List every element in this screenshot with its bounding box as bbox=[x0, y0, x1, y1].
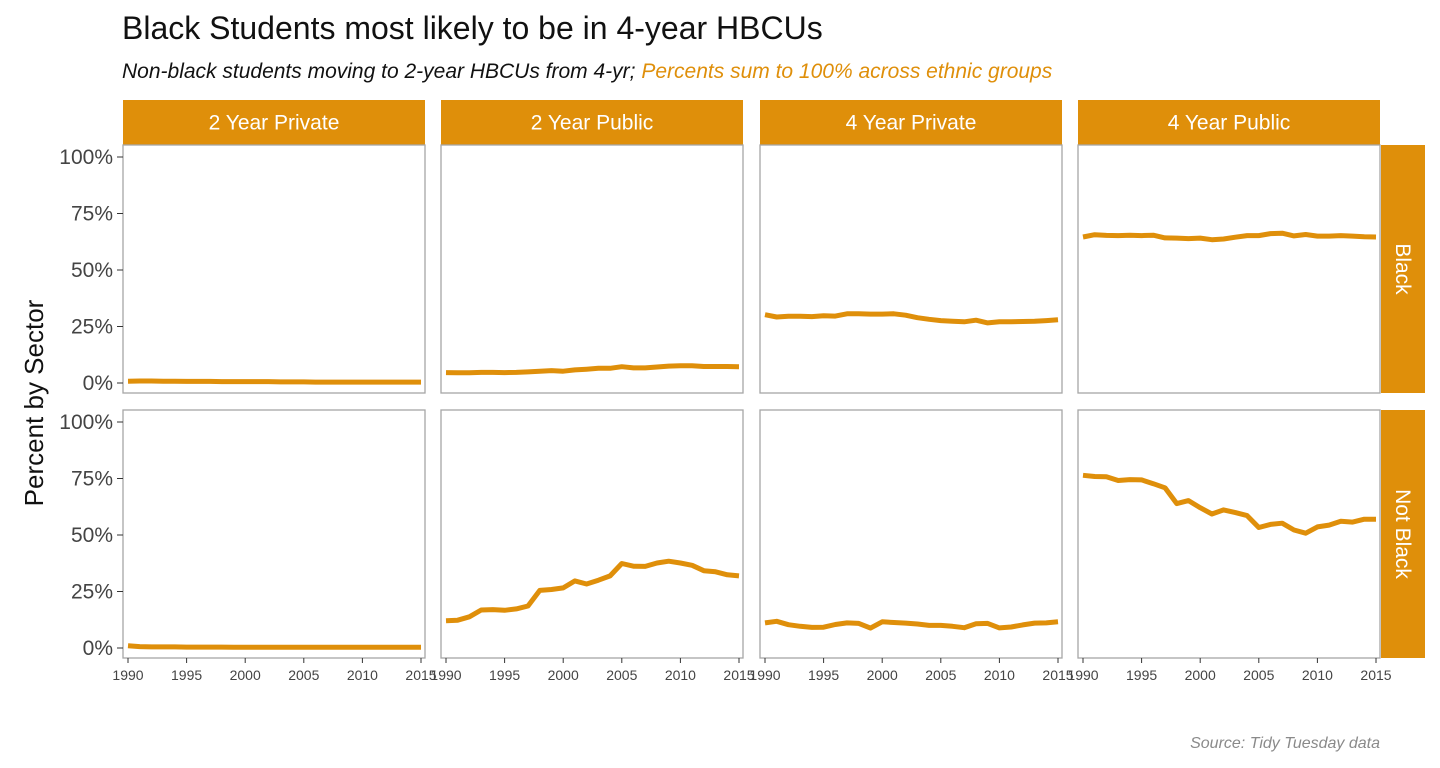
x-tick-label: 2000 bbox=[867, 667, 898, 683]
x-tick-label: 1990 bbox=[112, 667, 143, 683]
chart-caption: Source: Tidy Tuesday data bbox=[1190, 735, 1380, 752]
y-tick-label: 50% bbox=[71, 524, 113, 547]
facet-label-not-black: Not Black bbox=[1391, 489, 1414, 579]
series-line-not-black-2-year-public bbox=[445, 558, 740, 624]
x-tick-label: 2000 bbox=[230, 667, 261, 683]
facet-strip-4-year-private bbox=[760, 100, 1062, 145]
series-line-black-2-year-public bbox=[445, 363, 740, 376]
x-tick-label: 1995 bbox=[489, 667, 520, 683]
subtitle-main: Non-black students moving to 2-year HBCU… bbox=[122, 60, 636, 83]
panel-black-2-year-private bbox=[122, 144, 426, 394]
x-tick-label: 2005 bbox=[1243, 667, 1274, 683]
facet-label-4-year-private: 4 Year Private bbox=[846, 112, 977, 135]
subtitle-highlight: Percents sum to 100% across ethnic group… bbox=[641, 60, 1053, 83]
y-tick-label: 50% bbox=[71, 259, 113, 282]
panel-black-4-year-private bbox=[759, 144, 1063, 394]
x-tick-label: 2005 bbox=[288, 667, 319, 683]
chart-title: Black Students most likely to be in 4-ye… bbox=[122, 10, 823, 46]
facet-strip-4-year-public bbox=[1078, 100, 1380, 145]
facet-label-2-year-public: 2 Year Public bbox=[531, 112, 654, 135]
y-tick-label: 25% bbox=[71, 581, 113, 604]
x-tick-label: 2010 bbox=[665, 667, 696, 683]
series-line-not-black-2-year-private bbox=[127, 643, 421, 650]
series-line-not-black-4-year-private bbox=[764, 618, 1059, 631]
x-tick-label: 1995 bbox=[1126, 667, 1157, 683]
y-tick-label: 75% bbox=[71, 203, 113, 226]
panel-not-black-2-year-public bbox=[440, 409, 744, 659]
panel-not-black-2-year-private bbox=[122, 409, 426, 659]
facet-strip-not-black bbox=[1381, 410, 1425, 658]
y-tick-label: 75% bbox=[71, 468, 113, 491]
series-line-not-black-4-year-public bbox=[1082, 472, 1376, 536]
y-tick-label: 100% bbox=[59, 411, 113, 434]
x-tick-label: 2015 bbox=[723, 667, 754, 683]
x-tick-label: 1990 bbox=[1067, 667, 1098, 683]
panel-black-2-year-public bbox=[440, 144, 744, 394]
y-axis-title: Percent by Sector bbox=[19, 299, 49, 506]
x-tick-label: 2015 bbox=[1042, 667, 1073, 683]
facet-label-4-year-public: 4 Year Public bbox=[1168, 112, 1291, 135]
panel-not-black-4-year-private bbox=[759, 409, 1063, 659]
panel-not-black-4-year-public bbox=[1077, 409, 1381, 659]
panel-black-4-year-public bbox=[1077, 144, 1381, 394]
x-tick-label: 2000 bbox=[548, 667, 579, 683]
facet-strip-2-year-private bbox=[123, 100, 425, 145]
x-tick-label: 1990 bbox=[430, 667, 461, 683]
x-tick-label: 2010 bbox=[984, 667, 1015, 683]
y-tick-label: 100% bbox=[59, 146, 113, 169]
chart-subtitle: Non-black students moving to 2-year HBCU… bbox=[122, 60, 1052, 84]
x-tick-label: 1990 bbox=[749, 667, 780, 683]
series-line-black-4-year-public bbox=[1082, 230, 1377, 243]
x-tick-label: 2010 bbox=[347, 667, 378, 683]
y-tick-label: 0% bbox=[83, 637, 113, 660]
y-tick-label: 0% bbox=[83, 372, 113, 395]
x-tick-label: 2005 bbox=[606, 667, 637, 683]
series-line-black-2-year-private bbox=[127, 378, 421, 385]
x-tick-label: 1995 bbox=[171, 667, 202, 683]
y-tick-label: 25% bbox=[71, 316, 113, 339]
facet-strip-black bbox=[1381, 145, 1425, 393]
x-tick-label: 2005 bbox=[925, 667, 956, 683]
facet-label-2-year-private: 2 Year Private bbox=[209, 112, 340, 135]
facet-strip-2-year-public bbox=[441, 100, 743, 145]
facet-label-black: Black bbox=[1391, 243, 1414, 295]
x-tick-label: 2000 bbox=[1185, 667, 1216, 683]
x-tick-label: 2015 bbox=[405, 667, 436, 683]
x-tick-label: 1995 bbox=[808, 667, 839, 683]
x-tick-label: 2015 bbox=[1360, 667, 1391, 683]
x-tick-label: 2010 bbox=[1302, 667, 1333, 683]
series-line-black-4-year-private bbox=[764, 311, 1059, 326]
